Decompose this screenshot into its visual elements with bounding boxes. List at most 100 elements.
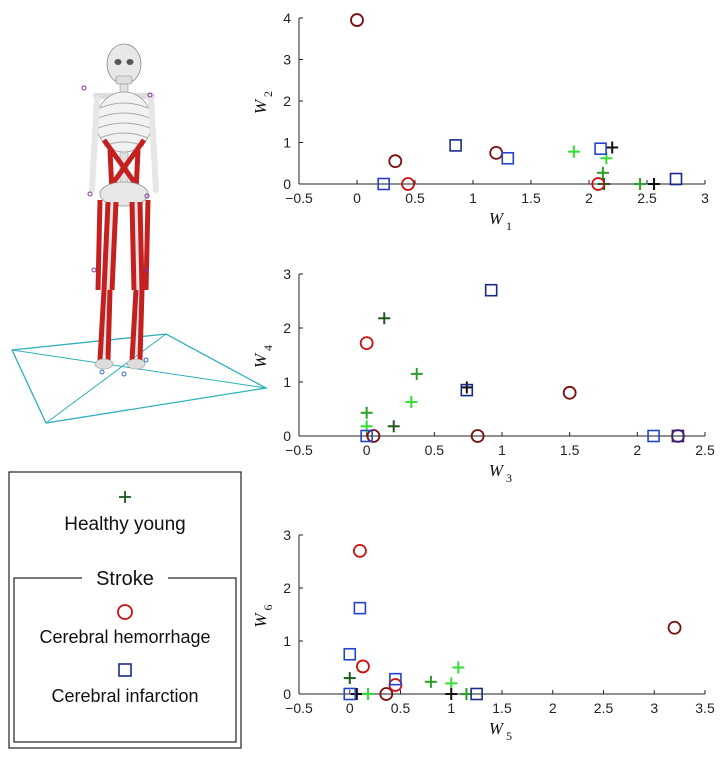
x-tick-label: 1 [498, 442, 506, 458]
x-tick-label: 3.5 [695, 700, 715, 716]
y-tick-label: 2 [283, 320, 291, 336]
y-tick-label: 3 [283, 52, 291, 68]
x-axis-label: W [489, 719, 505, 738]
data-point-hemorrhage [359, 336, 374, 351]
y-tick-label: 1 [283, 374, 291, 390]
data-point-hemorrhage [401, 177, 415, 191]
data-point-healthy [378, 312, 391, 325]
x-tick-label: 0 [353, 190, 361, 206]
y-tick-label: 0 [283, 176, 291, 192]
x-tick-label: 0 [363, 442, 371, 458]
legend-marker-infarction [118, 663, 132, 677]
x-tick-label: 2 [549, 700, 557, 716]
x-axis-label: W [489, 209, 505, 228]
data-point-hemorrhage [379, 687, 394, 701]
legend-box [8, 471, 242, 749]
x-tick-label: 2 [633, 442, 641, 458]
data-point-healthy [647, 178, 660, 190]
y-axis-label: W [251, 612, 270, 628]
data-point-infarction [594, 142, 607, 156]
data-point-healthy [634, 178, 647, 190]
x-tick-label: −0.5 [285, 700, 313, 716]
y-tick-label: 2 [283, 580, 291, 596]
data-point-hemorrhage [591, 177, 606, 191]
x-tick-label: 0.5 [405, 190, 425, 206]
x-tick-label: 3 [701, 190, 709, 206]
y-axis-label: W [251, 98, 270, 114]
x-tick-label: −0.5 [285, 442, 313, 458]
data-point-healthy [405, 395, 418, 408]
data-point-healthy [362, 688, 375, 700]
x-axis-label-subscript: 3 [506, 471, 512, 485]
data-point-hemorrhage [562, 385, 577, 400]
x-tick-label: 3 [650, 700, 658, 716]
data-point-infarction [501, 151, 515, 165]
legend-title-bg [82, 566, 168, 588]
data-point-infarction [353, 601, 367, 615]
legend: Healthy young Stroke Cerebral hemorrhage… [8, 471, 242, 749]
y-tick-label: 4 [283, 10, 291, 26]
x-tick-label: 0.5 [391, 700, 411, 716]
x-tick-label: 0.5 [425, 442, 445, 458]
data-point-healthy [350, 688, 363, 700]
x-tick-label: 2.5 [637, 190, 657, 206]
x-tick-label: −0.5 [285, 190, 313, 206]
data-point-healthy [424, 675, 437, 688]
data-point-healthy [567, 145, 580, 158]
data-point-hemorrhage [366, 429, 381, 443]
data-point-infarction [484, 283, 498, 297]
x-tick-label: 0 [346, 700, 354, 716]
y-tick-label: 3 [283, 266, 291, 282]
data-point-infarction [343, 687, 357, 701]
data-point-hemorrhage [489, 145, 504, 160]
data-point-infarction [647, 429, 660, 443]
data-point-infarction [389, 672, 402, 686]
y-axis-label-group: W6 [251, 605, 275, 628]
x-tick-label: 2 [585, 190, 593, 206]
legend-label-infarction: Cerebral infarction [51, 686, 198, 706]
data-point-hemorrhage [352, 544, 367, 558]
data-point-healthy [445, 677, 458, 690]
y-axis-label-group: W2 [251, 91, 275, 114]
x-tick-label: 1 [469, 190, 477, 206]
legend-marker-healthy [119, 491, 131, 503]
data-point-hemorrhage [667, 620, 682, 635]
y-tick-label: 0 [283, 686, 291, 702]
y-tick-label: 0 [283, 428, 291, 444]
data-point-infarction [671, 429, 685, 443]
legend-title-stroke: Stroke [96, 568, 154, 590]
data-point-healthy [360, 406, 373, 419]
data-point-hemorrhage [388, 154, 403, 169]
y-axis-label-subscript: 4 [261, 345, 275, 351]
y-axis-label-subscript: 6 [261, 605, 275, 611]
data-point-hemorrhage [356, 659, 370, 674]
data-point-infarction [460, 383, 474, 397]
data-point-infarction [669, 172, 683, 186]
y-tick-label: 1 [283, 135, 291, 151]
x-tick-label: 1.5 [521, 190, 541, 206]
x-tick-label: 1.5 [492, 700, 512, 716]
x-tick-label: 1.5 [560, 442, 580, 458]
x-axis-label-subscript: 5 [506, 729, 512, 743]
y-axis-label: W [251, 352, 270, 368]
data-point-infarction [360, 429, 373, 443]
y-tick-label: 1 [283, 633, 291, 649]
data-point-healthy [606, 141, 619, 154]
skeleton-model-illustration [11, 43, 268, 424]
x-tick-label: 1 [447, 700, 455, 716]
legend-label-healthy: Healthy young [64, 514, 185, 535]
data-point-hemorrhage [350, 13, 364, 27]
data-point-infarction [470, 687, 483, 701]
y-axis-label-group: W4 [251, 345, 275, 368]
data-point-healthy [460, 381, 473, 394]
data-point-infarction [377, 177, 390, 191]
data-point-healthy [596, 166, 609, 179]
y-tick-label: 3 [283, 527, 291, 543]
x-tick-label: 2.5 [594, 700, 614, 716]
data-point-hemorrhage [470, 429, 485, 443]
data-point-healthy [452, 661, 465, 674]
